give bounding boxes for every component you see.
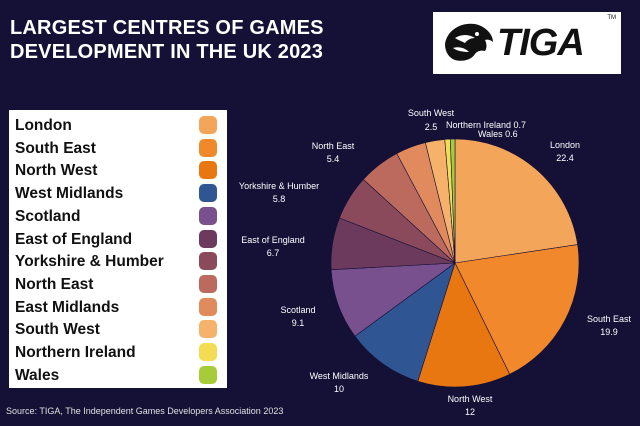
legend-swatch (199, 206, 217, 225)
legend-item-london: London (15, 115, 223, 137)
data-value-north-west: 12 (465, 407, 475, 417)
legend-swatch (199, 138, 217, 157)
legend-item-north-east: North East (15, 274, 223, 296)
legend-swatch (199, 274, 217, 293)
legend-label: North West (15, 162, 98, 180)
pie-slice-west-midlands (354, 262, 456, 382)
pie-slice-north-west (417, 262, 511, 388)
data-value-south-east: 19.9 (600, 327, 618, 337)
legend-swatch (199, 365, 217, 384)
data-label-name: Northern Ireland (446, 120, 514, 130)
source-note: Source: TIGA, The Independent Games Deve… (6, 406, 284, 416)
legend: London South East North West West Midlands S… (9, 110, 227, 388)
legend-item-south-east: South East (15, 138, 223, 160)
data-label-south-west: South West (408, 108, 455, 118)
logo-trademark: TM (607, 15, 616, 21)
legend-swatch (199, 229, 217, 248)
data-label-value: 0.6 (505, 129, 518, 139)
data-label-scotland: Scotland (280, 305, 315, 315)
data-label-west-midlands: West Midlands (310, 371, 369, 381)
logo-text: TIGA (497, 22, 585, 64)
data-value-scotland: 9.1 (292, 318, 305, 328)
data-label-value: 0.7 (514, 120, 527, 130)
legend-swatch (199, 161, 217, 180)
legend-label: Yorkshire & Humber (15, 253, 164, 271)
legend-swatch (199, 343, 217, 361)
legend-item-northern-ireland: Northern Ireland (15, 342, 223, 364)
legend-swatch (199, 184, 217, 203)
legend-swatch (199, 116, 217, 134)
data-value-north-east: 5.4 (327, 154, 340, 164)
legend-item-yorkshire-and-humber: Yorkshire & Humber (15, 251, 223, 273)
data-value-east-of-england: 6.7 (267, 248, 280, 258)
tiger-head-icon (445, 23, 493, 61)
data-label-yorkshire-and-humber: Yorkshire & Humber (239, 181, 319, 191)
legend-label: South West (15, 321, 100, 339)
legend-item-south-west: South West (15, 319, 223, 341)
legend-item-west-midlands: West Midlands (15, 183, 223, 205)
data-label-london: London (550, 140, 580, 150)
legend-label: North East (15, 275, 94, 293)
legend-swatch (199, 252, 217, 271)
legend-swatch (199, 320, 217, 339)
data-label-north-west: North West (448, 394, 493, 404)
chart-title: LARGEST CENTRES OF GAMES DEVELOPMENT IN … (10, 16, 324, 64)
legend-label: West Midlands (15, 185, 124, 203)
title-line-2: DEVELOPMENT IN THE UK 2023 (10, 41, 324, 63)
data-label-south-east: South East (587, 314, 632, 324)
legend-label: Wales (15, 366, 60, 384)
legend-item-wales: Wales (15, 365, 223, 387)
data-value-west-midlands: 10 (334, 384, 344, 394)
data-label-northern-ireland: Northern Ireland 0.7 (446, 120, 526, 130)
legend-label: Scotland (15, 207, 81, 225)
legend-swatch (199, 297, 217, 316)
title-line-1: LARGEST CENTRES OF GAMES (10, 17, 324, 39)
data-label-name: Wales (478, 129, 505, 139)
pie-slice-south-east (454, 244, 580, 375)
pie-slice-london (454, 138, 578, 264)
data-value-south-west: 2.5 (425, 122, 438, 132)
legend-label: South East (15, 139, 96, 157)
legend-item-north-west: North West (15, 160, 223, 182)
legend-item-east-of-england: East of England (15, 229, 223, 251)
pie-slice-wales (449, 138, 456, 264)
data-value-london: 22.4 (556, 153, 574, 163)
data-label-east-of-england: East of England (241, 235, 305, 245)
legend-item-east-midlands: East Midlands (15, 297, 223, 319)
legend-item-scotland: Scotland (15, 206, 223, 228)
legend-label: Northern Ireland (15, 344, 136, 361)
legend-label: London (15, 117, 72, 134)
data-label-wales: Wales 0.6 (478, 129, 518, 139)
legend-label: East Midlands (15, 298, 120, 316)
data-value-yorkshire-and-humber: 5.8 (273, 194, 286, 204)
tiga-logo: TIGA TM (433, 12, 621, 74)
legend-label: East of England (15, 230, 133, 248)
data-label-north-east: North East (312, 141, 355, 151)
